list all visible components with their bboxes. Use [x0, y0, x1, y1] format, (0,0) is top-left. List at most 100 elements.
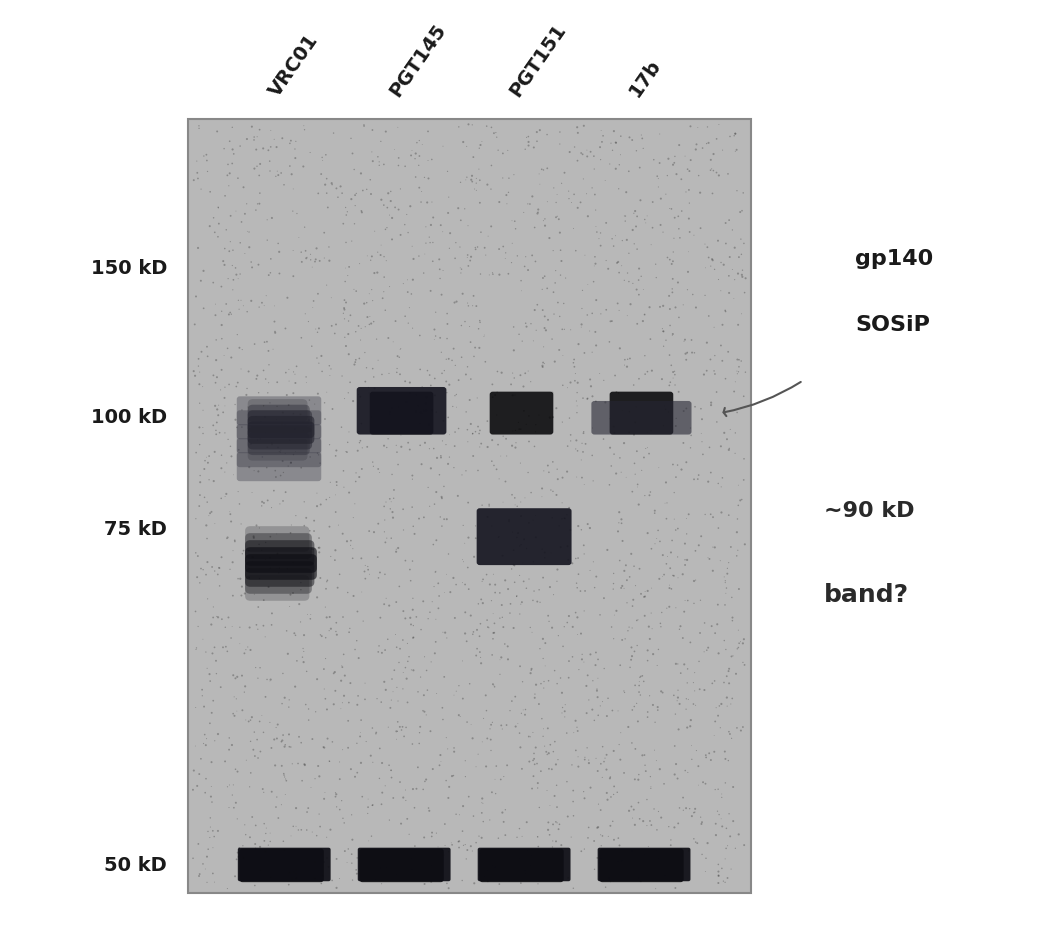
Point — [392, 342, 409, 357]
Point — [635, 450, 652, 465]
Point — [224, 258, 241, 273]
Point — [557, 271, 574, 286]
Point — [562, 322, 579, 337]
Point — [268, 469, 285, 484]
Point — [346, 496, 363, 511]
Point — [723, 697, 739, 712]
Point — [421, 229, 438, 244]
Point — [364, 755, 381, 770]
Point — [405, 630, 421, 645]
Point — [730, 827, 747, 842]
FancyBboxPatch shape — [245, 555, 317, 580]
Point — [280, 459, 296, 474]
Point — [394, 719, 411, 734]
Point — [530, 202, 547, 217]
Point — [467, 242, 484, 257]
Point — [251, 571, 268, 586]
Point — [531, 582, 548, 597]
Point — [378, 591, 394, 606]
Point — [676, 334, 693, 349]
Point — [280, 290, 296, 306]
Point — [654, 371, 671, 386]
Point — [443, 838, 460, 853]
Point — [714, 318, 731, 333]
Point — [472, 225, 489, 240]
Point — [248, 142, 265, 157]
Point — [388, 595, 405, 610]
Point — [411, 133, 428, 149]
Point — [391, 655, 408, 670]
Point — [361, 286, 378, 301]
Point — [520, 408, 537, 423]
Point — [226, 689, 243, 704]
Point — [377, 535, 393, 550]
Point — [727, 126, 744, 141]
Point — [405, 251, 421, 266]
Point — [214, 331, 231, 346]
Point — [287, 367, 304, 382]
Text: 150 kD: 150 kD — [91, 259, 167, 278]
Point — [654, 321, 671, 337]
Point — [459, 295, 476, 310]
Point — [341, 621, 358, 636]
Point — [506, 370, 523, 385]
Point — [620, 854, 636, 869]
Point — [727, 126, 744, 141]
Point — [510, 716, 527, 731]
Point — [245, 530, 262, 545]
FancyBboxPatch shape — [245, 575, 310, 601]
Point — [727, 374, 744, 389]
Point — [556, 510, 573, 525]
Point — [245, 529, 262, 544]
Point — [588, 225, 605, 240]
Point — [285, 269, 301, 284]
Point — [509, 530, 526, 545]
Point — [553, 838, 569, 853]
Point — [324, 734, 341, 749]
Point — [262, 834, 278, 849]
Point — [478, 688, 494, 703]
Point — [579, 517, 596, 532]
Point — [253, 542, 270, 557]
Point — [311, 530, 328, 545]
Point — [639, 525, 656, 540]
Point — [685, 831, 702, 846]
Point — [704, 563, 721, 578]
Point — [565, 808, 582, 823]
Point — [527, 757, 543, 772]
Point — [734, 655, 751, 670]
Point — [246, 337, 263, 352]
Point — [720, 344, 736, 359]
FancyBboxPatch shape — [240, 849, 323, 882]
Point — [342, 761, 359, 776]
Point — [511, 422, 528, 437]
Point — [428, 328, 444, 343]
Point — [246, 878, 263, 893]
Point — [666, 820, 683, 835]
Point — [571, 567, 587, 582]
Point — [469, 419, 486, 434]
Point — [269, 561, 286, 576]
Point — [216, 258, 233, 273]
Point — [472, 267, 489, 282]
Point — [493, 650, 510, 665]
Point — [622, 570, 638, 585]
Point — [681, 164, 698, 179]
Point — [494, 170, 511, 185]
Point — [427, 388, 443, 403]
Point — [306, 513, 322, 528]
Point — [681, 801, 698, 816]
Point — [487, 585, 504, 600]
Point — [308, 704, 324, 719]
Point — [661, 252, 678, 267]
Point — [276, 770, 293, 785]
Point — [717, 598, 733, 613]
Point — [699, 119, 715, 134]
Point — [733, 492, 750, 507]
Point — [675, 567, 692, 582]
Point — [298, 664, 315, 679]
Point — [364, 721, 381, 736]
Point — [270, 810, 287, 825]
Point — [605, 419, 622, 434]
Point — [328, 317, 344, 332]
